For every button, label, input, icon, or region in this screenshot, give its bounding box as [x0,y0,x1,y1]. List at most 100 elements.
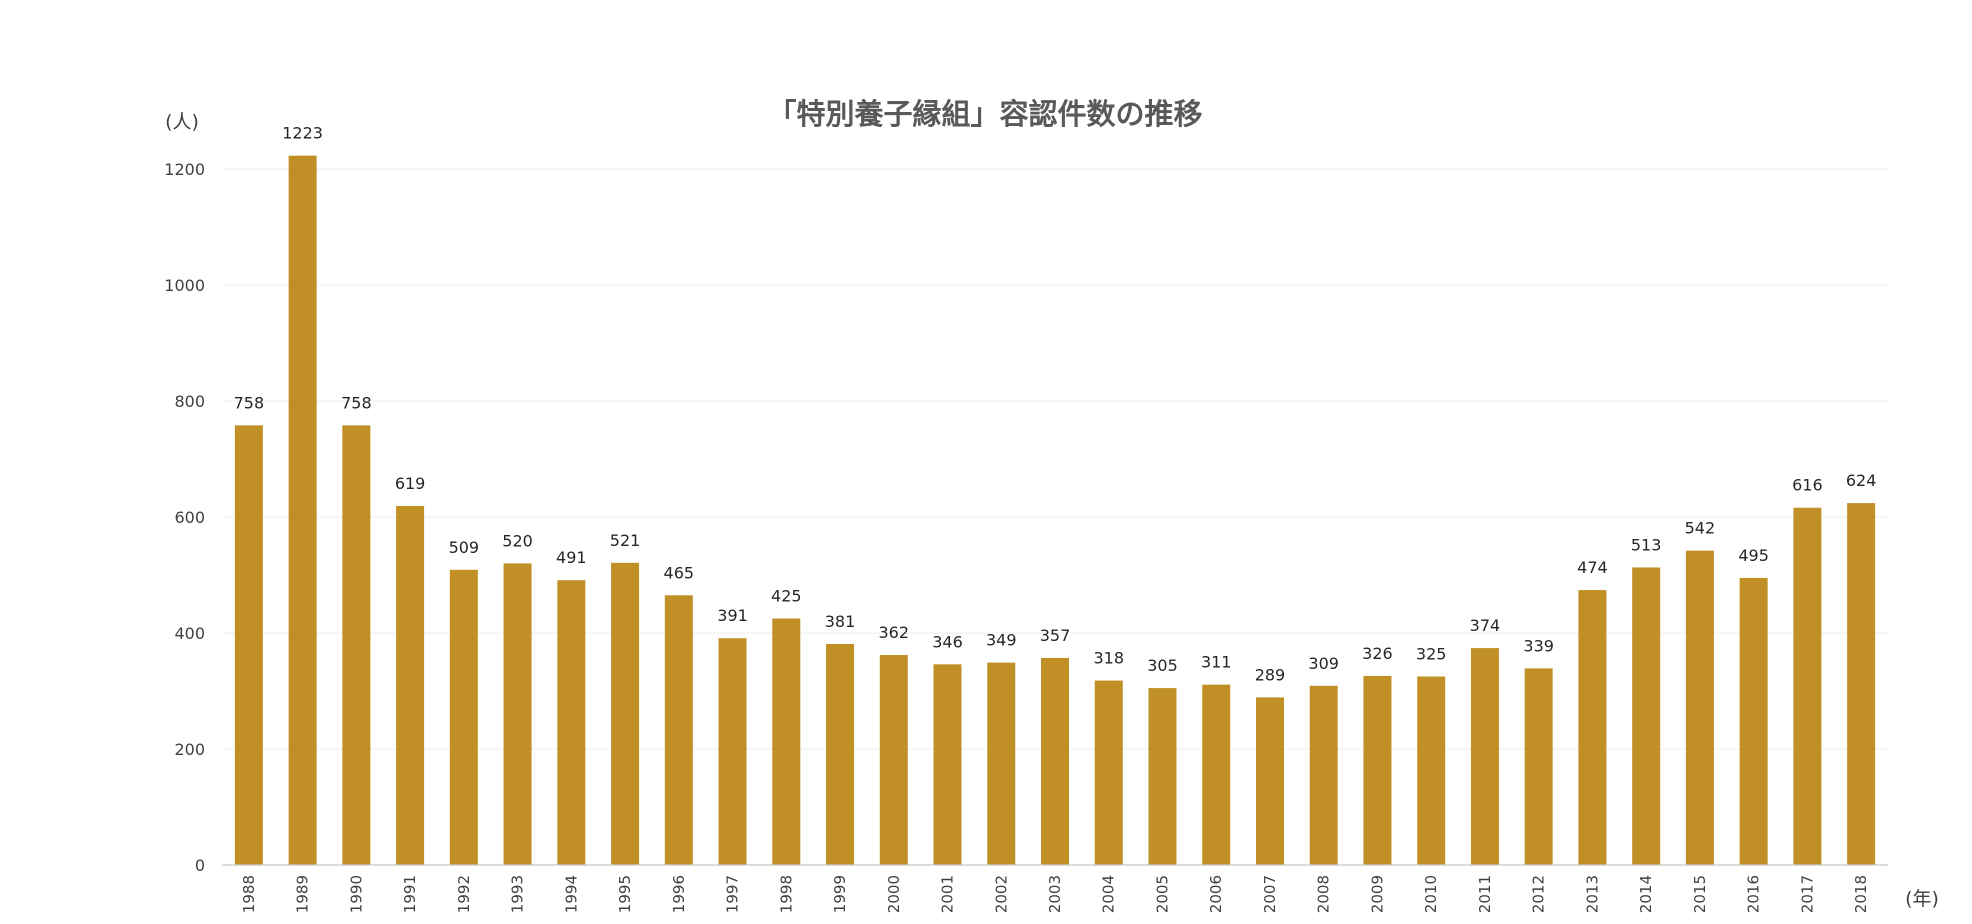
bar [396,505,425,865]
x-axis-unit: (年) [1905,888,1939,910]
bar [1793,507,1822,865]
bar [449,569,478,865]
bar [1847,503,1876,865]
bar [342,425,371,865]
bar [1148,688,1177,865]
x-tick-label: 2012 [1530,875,1548,913]
bar [1041,657,1069,865]
x-tick-label: 2009 [1368,875,1386,913]
data-label: 542 [1685,519,1716,538]
x-tick-label: 1997 [724,875,742,913]
y-tick-label: 1000 [164,276,205,295]
x-tick-label: 1990 [347,875,365,913]
bar [933,664,962,865]
gridlines [222,168,1888,750]
x-tick-label: 1994 [562,875,580,913]
data-label: 391 [717,606,748,625]
bar [557,580,586,865]
x-tick-label: 2006 [1207,875,1225,913]
x-tick-label: 2011 [1476,875,1494,913]
bar [503,563,532,865]
data-label: 616 [1792,476,1823,495]
data-label: 309 [1308,654,1339,673]
y-tick-label: 200 [174,740,205,759]
bar [718,638,747,865]
x-tick-label: 2008 [1315,875,1333,913]
data-label: 474 [1577,558,1608,577]
bar [1255,697,1284,865]
y-tick-label: 600 [174,508,205,527]
x-tick-label: 2007 [1261,875,1279,913]
y-tick-label: 1200 [164,160,205,179]
bar [772,618,801,865]
bar [826,644,855,865]
data-label: 305 [1147,656,1178,675]
bar [879,655,908,865]
y-tick-label: 400 [174,624,205,643]
bar [1094,680,1123,865]
x-tick-label: 2001 [939,875,957,913]
bar [1309,685,1338,865]
x-tick-label: 2003 [1046,875,1064,913]
y-tick-label: 800 [174,392,205,411]
x-tick-label: 1995 [616,875,634,913]
x-tick-label: 2014 [1637,875,1655,913]
x-tick-label: 2005 [1153,875,1171,913]
bar [1470,648,1499,865]
data-label: 374 [1470,616,1501,635]
y-tick-label: 0 [195,856,205,875]
data-label: 346 [932,632,963,651]
data-label: 289 [1255,665,1286,684]
x-tick-label: 1992 [455,875,473,913]
data-label: 491 [556,548,587,567]
x-tick-label: 2017 [1798,875,1816,913]
data-label: 509 [449,538,480,557]
bar [1685,550,1714,865]
x-tick-label: 1998 [777,875,795,913]
data-label: 619 [395,474,426,493]
bar [611,562,640,865]
data-labels: 758 1223 758 619 509 520 491 521 465 391 425 381 362… [234,124,1877,685]
data-label: 465 [664,563,695,582]
bar [234,425,263,865]
data-label: 381 [825,612,856,631]
data-label: 758 [234,393,265,412]
x-tick-label: 2002 [992,875,1010,913]
x-tick-label: 1993 [509,875,527,913]
data-label: 326 [1362,644,1393,663]
x-tick-label: 2010 [1422,875,1440,913]
data-label: 318 [1093,649,1124,668]
data-label: 357 [1040,626,1071,645]
bar [1524,668,1553,865]
bar [1632,567,1661,865]
data-label: 325 [1416,645,1447,664]
data-label: 495 [1738,546,1769,565]
bar [1417,676,1446,865]
data-label: 311 [1201,653,1232,672]
data-label: 362 [879,623,910,642]
data-label: 425 [771,587,802,606]
x-tick-label: 1989 [294,875,312,913]
bar [1202,684,1231,865]
y-axis-unit: (人) [165,111,199,133]
x-tick-label: 2004 [1100,875,1118,913]
x-tick-label: 2015 [1691,875,1709,913]
data-label: 349 [986,631,1017,650]
y-axis-ticks: 0 200 400 600 800 1000 1200 [164,160,205,875]
data-label: 520 [502,531,533,550]
bars [234,155,1876,865]
bar [664,595,693,865]
data-label: 513 [1631,535,1662,554]
x-tick-label: 2016 [1745,875,1763,913]
data-label: 521 [610,531,641,550]
bar [1363,675,1392,865]
chart-title: 「特別養子縁組」容認件数の推移 [767,97,1202,131]
bar [987,662,1016,865]
bar [1739,577,1768,865]
x-tick-label: 1991 [401,875,419,913]
data-label: 1223 [282,124,323,143]
data-label: 339 [1523,636,1554,655]
x-tick-label: 2000 [885,875,903,913]
data-label: 758 [341,393,372,412]
